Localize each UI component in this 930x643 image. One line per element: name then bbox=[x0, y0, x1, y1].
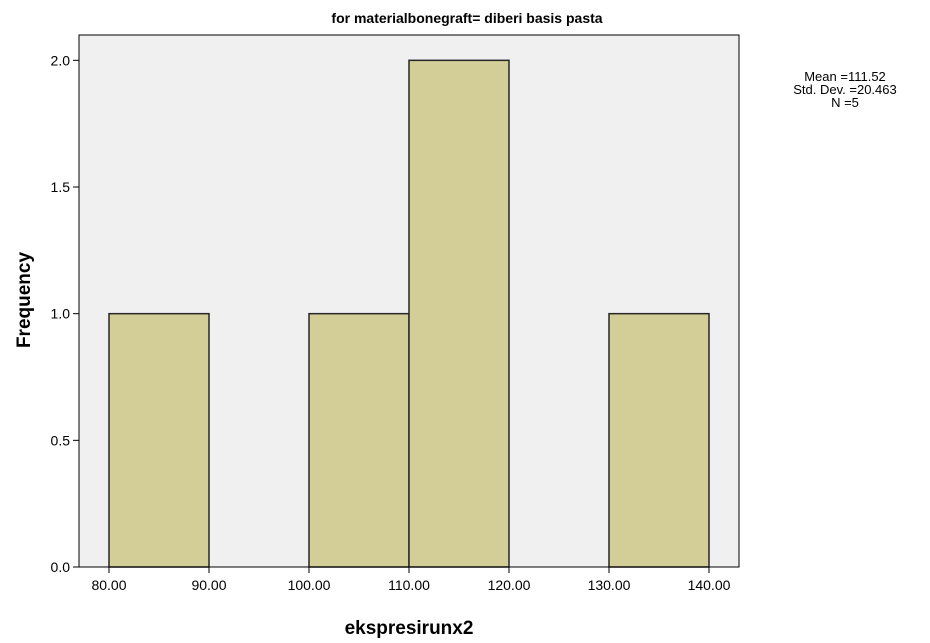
x-tick-label: 130.00 bbox=[588, 577, 631, 593]
x-tick-label: 120.00 bbox=[488, 577, 531, 593]
histogram-bar bbox=[308, 312, 410, 568]
plot-border bbox=[78, 34, 740, 568]
x-tick-label: 80.00 bbox=[91, 577, 126, 593]
x-tick-label: 90.00 bbox=[191, 577, 226, 593]
stat-n: N =5 bbox=[831, 95, 859, 110]
x-tick-label: 140.00 bbox=[688, 577, 731, 593]
stat-mean: Mean =111.52 bbox=[804, 69, 886, 84]
stat-std-dev: Std. Dev. =20.463 bbox=[793, 82, 897, 97]
x-tick-label: 110.00 bbox=[388, 577, 430, 593]
x-tick-label: 100.00 bbox=[288, 577, 331, 593]
y-tick-label: 2.0 bbox=[51, 52, 71, 68]
y-tick-label: 1.0 bbox=[51, 306, 71, 322]
histogram-bar bbox=[608, 312, 710, 568]
y-tick-label: 0.5 bbox=[51, 432, 71, 448]
y-axis: 0.0 0.5 1.0 1.5 2.0 bbox=[51, 52, 79, 575]
x-axis-title: ekspresirunx2 bbox=[345, 618, 474, 639]
chart-title: for materialbonegraft= diberi basis past… bbox=[331, 10, 602, 26]
histogram-bar bbox=[408, 59, 510, 568]
y-tick-label: 1.5 bbox=[51, 179, 71, 195]
summary-stats: Mean =111.52 Std. Dev. =20.463 N =5 bbox=[770, 70, 920, 109]
y-tick-label: 0.0 bbox=[51, 559, 71, 575]
histogram-bar bbox=[108, 312, 210, 568]
y-axis-title: Frequency bbox=[14, 252, 35, 349]
x-axis: 80.00 90.00 100.00 110.00 120.00 130.00 140.00 bbox=[91, 567, 731, 593]
bars bbox=[108, 59, 710, 568]
